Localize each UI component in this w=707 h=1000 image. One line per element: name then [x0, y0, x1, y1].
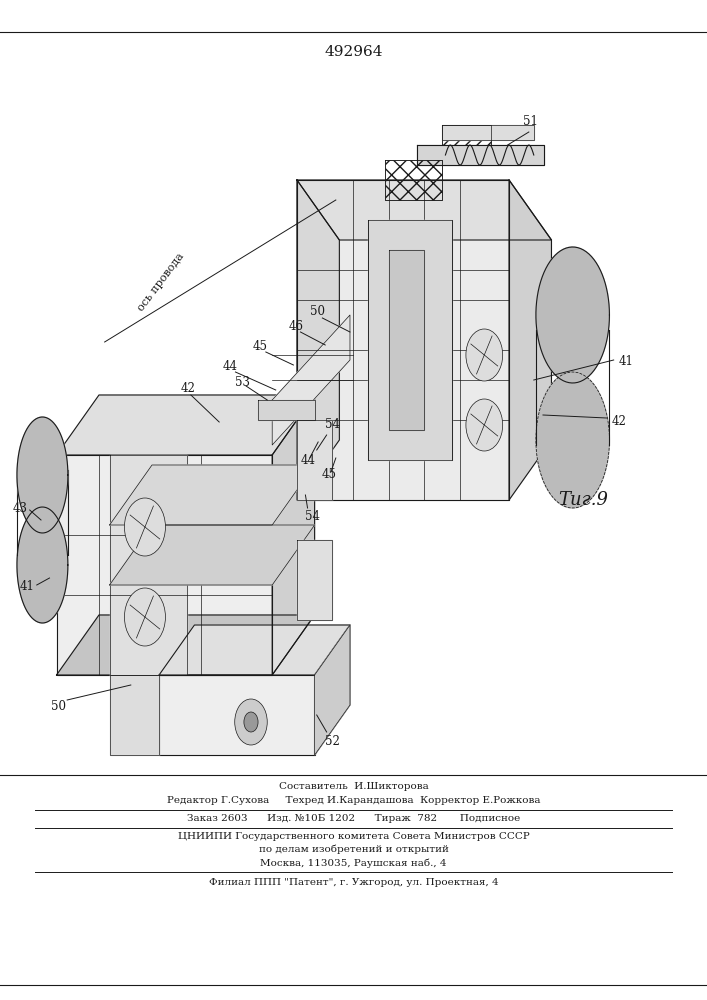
- Text: 43: 43: [13, 502, 28, 515]
- Text: Москва, 113035, Раушская наб., 4: Москва, 113035, Раушская наб., 4: [260, 858, 447, 867]
- Polygon shape: [57, 615, 315, 675]
- Text: ЦНИИПИ Государственного комитета Совета Министров СССР: ЦНИИПИ Государственного комитета Совета …: [177, 832, 530, 841]
- Polygon shape: [297, 180, 509, 500]
- Polygon shape: [159, 675, 315, 755]
- Polygon shape: [110, 465, 315, 525]
- Text: 45: 45: [322, 468, 337, 481]
- Text: 52: 52: [325, 735, 340, 748]
- Polygon shape: [315, 625, 350, 755]
- Polygon shape: [17, 417, 68, 533]
- Polygon shape: [297, 180, 339, 500]
- Polygon shape: [536, 247, 609, 383]
- Circle shape: [124, 588, 165, 646]
- Polygon shape: [110, 455, 187, 675]
- Polygon shape: [57, 395, 315, 455]
- Polygon shape: [110, 675, 159, 755]
- Polygon shape: [297, 540, 332, 620]
- Circle shape: [124, 498, 165, 556]
- Text: 51: 51: [523, 115, 538, 128]
- Text: 53: 53: [235, 376, 250, 389]
- Text: Заказ 2603      Изд. №10Б 1202      Тираж  782       Подписное: Заказ 2603 Изд. №10Б 1202 Тираж 782 Подп…: [187, 814, 520, 823]
- Text: Редактор Г.Сухова     Техред И.Карандашова  Корректор Е.Рожкова: Редактор Г.Сухова Техред И.Карандашова К…: [167, 796, 540, 805]
- Text: 42: 42: [612, 415, 626, 428]
- Polygon shape: [442, 125, 534, 140]
- Text: 50: 50: [310, 305, 325, 318]
- Text: Τиг.9: Τиг.9: [559, 491, 608, 509]
- Text: 50: 50: [51, 700, 66, 713]
- Circle shape: [466, 329, 503, 381]
- Polygon shape: [110, 525, 315, 585]
- Text: 41: 41: [20, 580, 35, 593]
- Text: 46: 46: [288, 320, 303, 333]
- Polygon shape: [17, 507, 68, 623]
- Polygon shape: [509, 180, 551, 500]
- Circle shape: [235, 699, 267, 745]
- Text: ось провода: ось провода: [136, 251, 186, 313]
- Polygon shape: [297, 420, 332, 500]
- Text: 44: 44: [300, 454, 315, 467]
- Polygon shape: [417, 145, 544, 165]
- Text: 54: 54: [305, 510, 320, 523]
- Text: 45: 45: [253, 340, 268, 353]
- Polygon shape: [159, 625, 350, 675]
- Polygon shape: [272, 395, 315, 675]
- Text: Филиал ППП "Патент", г. Ужгород, ул. Проектная, 4: Филиал ППП "Патент", г. Ужгород, ул. Про…: [209, 878, 498, 887]
- Polygon shape: [297, 180, 551, 240]
- Text: 42: 42: [180, 382, 195, 395]
- Polygon shape: [258, 400, 315, 420]
- Text: 41: 41: [619, 355, 633, 368]
- Polygon shape: [368, 220, 452, 460]
- Polygon shape: [315, 625, 350, 755]
- Text: по делам изобретений и открытий: по делам изобретений и открытий: [259, 845, 448, 854]
- Polygon shape: [536, 372, 609, 508]
- Polygon shape: [389, 250, 424, 430]
- Text: 492964: 492964: [325, 45, 382, 59]
- Circle shape: [244, 712, 258, 732]
- Polygon shape: [272, 315, 350, 445]
- Text: 44: 44: [223, 360, 238, 373]
- Circle shape: [466, 399, 503, 451]
- Text: Составитель  И.Шикторова: Составитель И.Шикторова: [279, 782, 428, 791]
- Polygon shape: [57, 455, 272, 675]
- Text: 54: 54: [325, 418, 340, 431]
